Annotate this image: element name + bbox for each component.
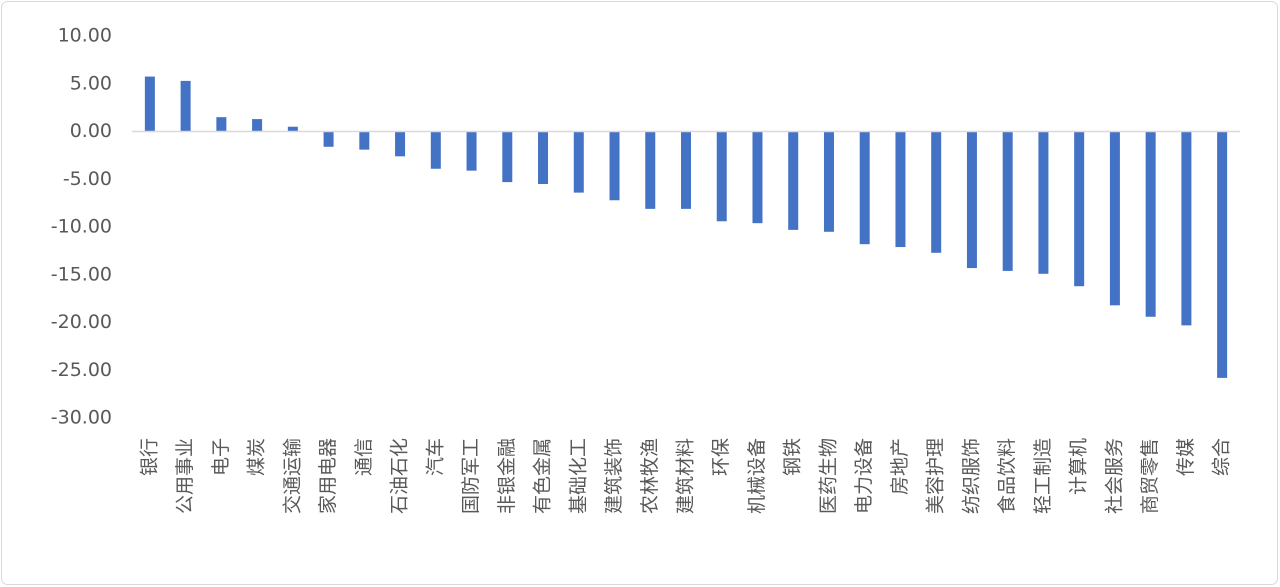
x-tick-label: 环保 — [710, 438, 732, 476]
x-tick-label: 纺织服饰 — [960, 438, 982, 514]
x-tick-label: 汽车 — [424, 438, 446, 476]
bar — [1074, 131, 1085, 287]
bar — [395, 131, 406, 157]
x-tick-label: 社会服务 — [1103, 438, 1125, 514]
x-tick-label: 交通运输 — [281, 438, 303, 514]
bar — [538, 131, 549, 185]
bar — [252, 119, 263, 132]
x-tick-label: 综合 — [1211, 438, 1233, 476]
y-tick-label: 5.00 — [70, 72, 112, 94]
x-tick-label: 农林牧渔 — [639, 438, 661, 514]
bar — [287, 126, 298, 132]
x-tick-label: 传媒 — [1175, 438, 1197, 476]
x-tick-label: 非银金融 — [496, 438, 518, 514]
bar — [323, 131, 334, 147]
bar — [1002, 131, 1013, 271]
x-tick-label: 有色金属 — [532, 438, 554, 514]
x-tick-label: 计算机 — [1068, 438, 1090, 495]
bar — [1217, 131, 1228, 378]
bar — [466, 131, 477, 171]
bar — [359, 131, 370, 150]
bar — [609, 131, 620, 201]
x-tick-label: 公用事业 — [174, 438, 196, 514]
x-tick-label: 石油石化 — [389, 438, 411, 514]
bar — [859, 131, 870, 245]
x-tick-label: 煤炭 — [246, 438, 268, 476]
x-tick-label: 美容护理 — [925, 438, 947, 514]
y-tick-label: 10.00 — [58, 25, 112, 47]
x-tick-label: 房地产 — [889, 438, 911, 495]
x-tick-label: 食品饮料 — [996, 438, 1018, 514]
bar — [895, 131, 906, 248]
x-tick-label: 商贸零售 — [1139, 438, 1161, 514]
x-tick-label: 家用电器 — [317, 438, 339, 514]
bar — [573, 131, 584, 193]
bar — [1109, 131, 1120, 306]
x-tick-label: 通信 — [353, 438, 375, 476]
bar — [752, 131, 763, 224]
x-tick-label: 轻工制造 — [1032, 438, 1054, 514]
x-tick-label: 机械设备 — [746, 438, 768, 514]
bar — [645, 131, 656, 209]
y-tick-label: -25.00 — [51, 359, 112, 381]
y-tick-label: -5.00 — [63, 168, 112, 190]
x-tick-label: 基础化工 — [567, 438, 589, 514]
x-tick-label: 建筑装饰 — [603, 438, 625, 514]
bar — [144, 76, 155, 132]
y-tick-label: -10.00 — [51, 216, 112, 238]
bar — [502, 131, 513, 183]
bar — [966, 131, 977, 269]
x-tick-label: 建筑材料 — [675, 438, 697, 514]
x-tick-label: 钢铁 — [782, 438, 804, 476]
bar — [681, 131, 691, 209]
bar — [180, 80, 191, 132]
bar — [788, 131, 799, 230]
bar — [823, 131, 834, 232]
bar — [216, 117, 227, 132]
bar — [430, 131, 441, 169]
bar — [931, 131, 942, 253]
y-tick-label: -20.00 — [51, 311, 112, 333]
x-tick-label: 医药生物 — [817, 438, 839, 514]
x-tick-label: 银行 — [138, 438, 160, 476]
y-tick-label: -30.00 — [51, 407, 112, 429]
x-tick-label: 电力设备 — [853, 438, 875, 514]
bar — [1038, 131, 1049, 274]
y-tick-label: 0.00 — [70, 120, 112, 142]
x-tick-label: 电子 — [210, 438, 232, 476]
bar — [1181, 131, 1192, 326]
y-tick-label: -15.00 — [51, 263, 112, 285]
bar — [1145, 131, 1156, 317]
x-tick-label: 国防军工 — [460, 438, 482, 514]
bar — [716, 131, 727, 222]
